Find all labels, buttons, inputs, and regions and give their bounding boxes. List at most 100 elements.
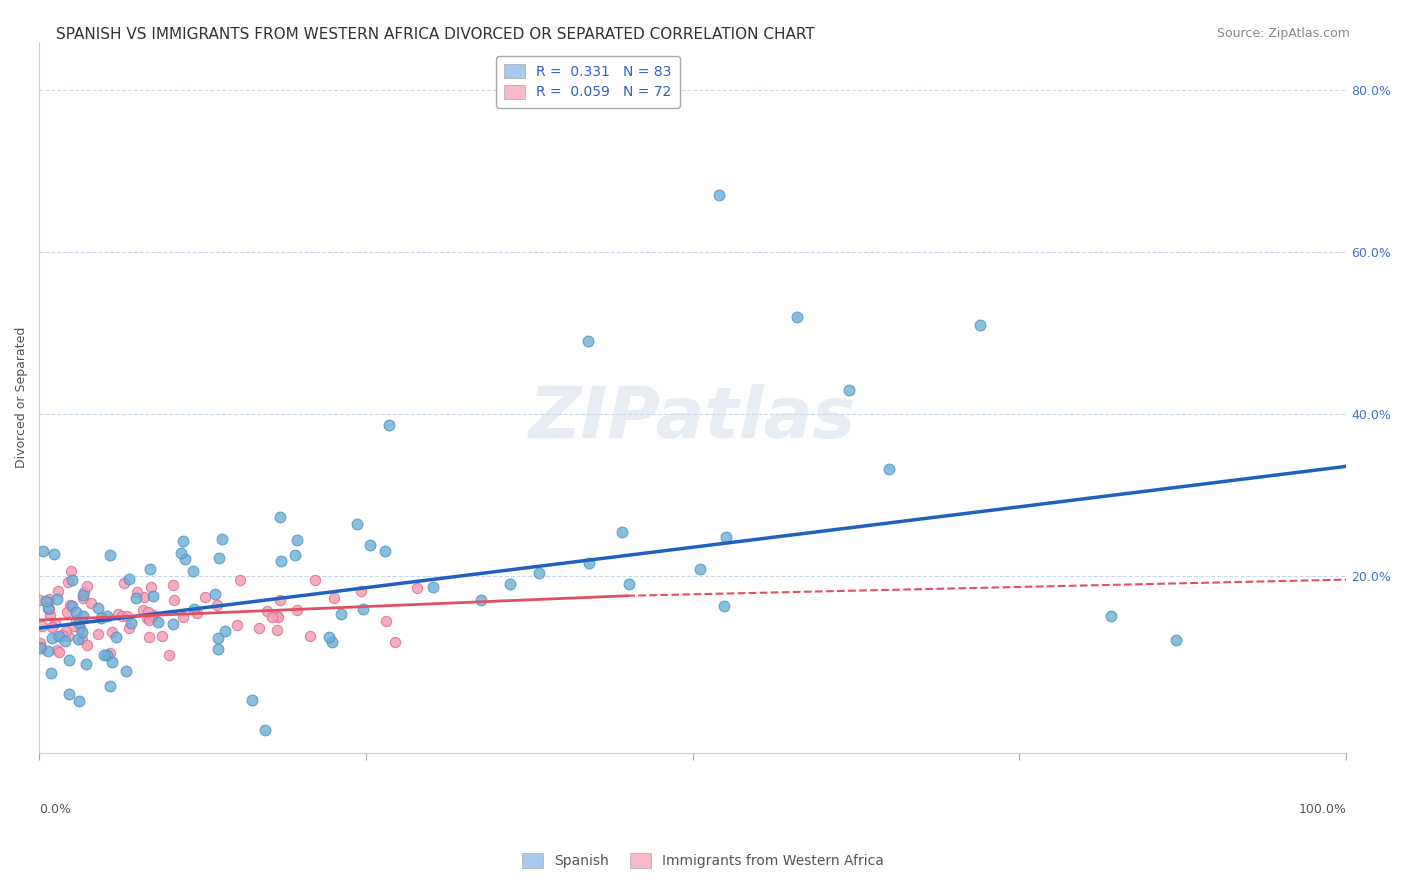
Point xyxy=(138,630,160,644)
Legend: R =  0.331   N = 83, R =  0.059   N = 72: R = 0.331 N = 83, R = 0.059 N = 72 xyxy=(496,56,681,108)
Point xyxy=(75,657,97,671)
Point xyxy=(576,334,599,348)
Point xyxy=(76,638,98,652)
Point xyxy=(214,624,236,638)
Point xyxy=(352,601,374,615)
Point xyxy=(98,679,121,693)
Point xyxy=(65,605,87,619)
Point xyxy=(48,629,70,643)
Legend: Spanish, Immigrants from Western Africa: Spanish, Immigrants from Western Africa xyxy=(517,847,889,874)
Point xyxy=(269,509,291,524)
Point xyxy=(38,602,60,616)
Point xyxy=(329,607,352,621)
Point xyxy=(786,310,808,324)
Point xyxy=(405,582,427,596)
Point xyxy=(72,588,94,602)
Point xyxy=(55,624,77,638)
Point xyxy=(37,644,59,658)
Point xyxy=(422,580,444,594)
Point xyxy=(205,599,228,613)
Point xyxy=(87,600,110,615)
Text: Source: ZipAtlas.com: Source: ZipAtlas.com xyxy=(1216,27,1350,40)
Point xyxy=(72,591,94,606)
Point xyxy=(118,621,141,635)
Point xyxy=(269,592,291,607)
Point xyxy=(37,595,59,609)
Point xyxy=(96,609,118,624)
Point xyxy=(73,584,96,599)
Point xyxy=(150,629,173,643)
Point xyxy=(132,591,155,605)
Point xyxy=(141,610,163,624)
Point xyxy=(59,599,82,613)
Point xyxy=(136,606,159,620)
Point xyxy=(60,573,83,587)
Point xyxy=(619,576,641,591)
Point xyxy=(30,593,52,607)
Point xyxy=(346,517,368,532)
Text: 100.0%: 100.0% xyxy=(1298,804,1346,816)
Point xyxy=(254,723,277,737)
Point xyxy=(323,591,346,605)
Point xyxy=(713,599,735,613)
Point xyxy=(240,693,263,707)
Point xyxy=(101,624,124,639)
Point xyxy=(44,547,66,561)
Point xyxy=(38,591,60,606)
Point xyxy=(610,524,633,539)
Point xyxy=(163,593,186,607)
Point xyxy=(284,549,307,563)
Point xyxy=(90,611,112,625)
Point xyxy=(374,614,396,628)
Point xyxy=(67,694,90,708)
Point xyxy=(111,608,134,623)
Point xyxy=(304,573,326,587)
Point xyxy=(39,666,62,681)
Point xyxy=(58,575,80,590)
Point xyxy=(266,623,288,637)
Point xyxy=(93,648,115,662)
Point xyxy=(115,609,138,624)
Point xyxy=(138,613,160,627)
Point xyxy=(114,664,136,678)
Point xyxy=(60,565,83,579)
Point xyxy=(207,642,229,657)
Point xyxy=(76,579,98,593)
Point xyxy=(112,576,135,591)
Point xyxy=(125,585,148,599)
Point xyxy=(207,631,229,645)
Point xyxy=(260,610,283,624)
Point xyxy=(46,592,69,607)
Point xyxy=(98,548,121,562)
Point xyxy=(139,562,162,576)
Point xyxy=(470,592,492,607)
Point xyxy=(72,608,94,623)
Point xyxy=(1099,609,1122,624)
Point xyxy=(162,578,184,592)
Point xyxy=(1166,633,1188,648)
Point xyxy=(228,573,250,587)
Point xyxy=(65,613,87,627)
Point xyxy=(689,562,711,576)
Point xyxy=(714,530,737,544)
Point xyxy=(142,608,165,623)
Point xyxy=(48,645,70,659)
Point xyxy=(70,625,93,640)
Point xyxy=(499,577,522,591)
Text: 0.0%: 0.0% xyxy=(39,804,72,816)
Point xyxy=(67,615,90,630)
Point xyxy=(707,188,730,202)
Point xyxy=(181,564,204,578)
Point xyxy=(32,544,55,558)
Point xyxy=(838,383,860,397)
Y-axis label: Divorced or Separated: Divorced or Separated xyxy=(15,327,28,468)
Point xyxy=(58,687,80,701)
Point xyxy=(298,629,321,643)
Point xyxy=(162,617,184,632)
Point xyxy=(30,640,52,655)
Point xyxy=(86,627,108,641)
Point xyxy=(285,533,308,548)
Point xyxy=(58,653,80,667)
Point xyxy=(321,635,343,649)
Point xyxy=(384,635,406,649)
